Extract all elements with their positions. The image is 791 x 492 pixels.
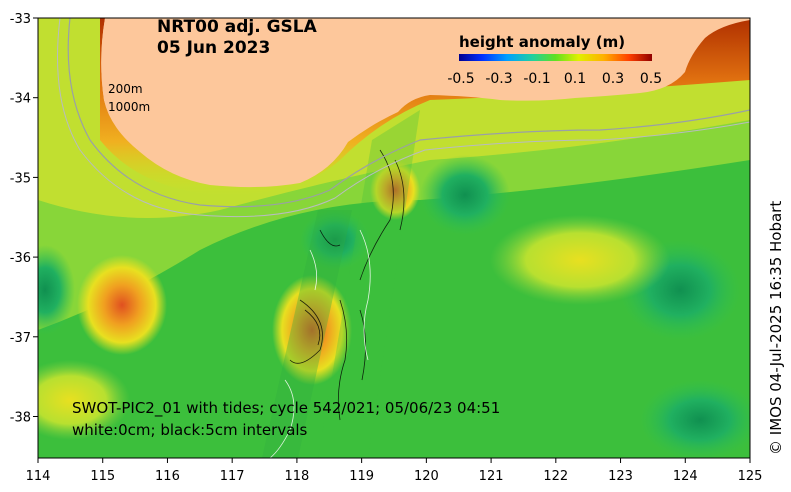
y-tick-label: -34	[10, 92, 31, 107]
colorbar-gradient	[459, 54, 652, 61]
x-tick-label: 119	[349, 469, 374, 484]
x-tick-label: 116	[155, 469, 180, 484]
x-tick-label: 115	[90, 469, 115, 484]
yellow-ridge-east	[490, 215, 670, 305]
swot-note-line2: white:0cm; black:5cm intervals	[72, 421, 308, 439]
y-tick-label: -37	[10, 331, 31, 346]
colorbar-tick-label: -0.5	[447, 71, 474, 87]
x-tick-label: 124	[673, 469, 698, 484]
swot-swath	[262, 110, 420, 458]
map-plot-area	[38, 18, 750, 458]
x-tick-label: 120	[414, 469, 439, 484]
cold-eddy-west	[38, 245, 75, 335]
y-tick-label: -36	[10, 251, 31, 266]
x-tick-label: 117	[220, 469, 245, 484]
y-tick-label: -38	[10, 411, 31, 426]
x-tick-label: 121	[479, 469, 504, 484]
map-title-line2: 05 Jun 2023	[157, 38, 270, 58]
y-tick-label: -33	[10, 12, 31, 27]
colorbar-tick-label: 0.3	[602, 71, 624, 87]
warm-eddy-swath	[272, 275, 352, 385]
isobath-label-200m: 200m	[108, 82, 143, 96]
x-tick-label: 114	[26, 469, 51, 484]
x-tick-label: 125	[738, 469, 763, 484]
swot-note-line1: SWOT-PIC2_01 with tides; cycle 542/021; …	[72, 399, 500, 418]
cold-eddy-south	[640, 380, 750, 458]
x-tick-label: 122	[543, 469, 568, 484]
x-tick-label: 123	[608, 469, 633, 484]
y-tick-label: -35	[10, 171, 31, 186]
x-tick-label: 118	[284, 469, 309, 484]
warm-eddy-coast	[370, 160, 420, 220]
map-title-line1: NRT00 adj. GSLA	[157, 17, 318, 37]
colorbar-title: height anomaly (m)	[459, 33, 625, 51]
cold-eddy-swath	[300, 210, 370, 270]
colorbar-tick-label: -0.1	[523, 71, 550, 87]
yellow-ridge-south	[38, 360, 130, 440]
colorbar-tick-label: 0.1	[564, 71, 586, 87]
y-axis: -33 -34 -35 -36 -37 -38	[10, 12, 38, 426]
isobath-label-1000m: 1000m	[108, 100, 150, 114]
isobath-1000m	[57, 18, 750, 218]
colorbar-ticks: -0.5 -0.3 -0.1 0.1 0.3 0.5	[447, 71, 662, 87]
colorbar: height anomaly (m) -0.5 -0.3 -0.1 0.1 0.3 0.5	[447, 33, 662, 87]
isobath-200m	[67, 18, 750, 208]
x-axis: 114 115 116 117 118 119 120 121 122 123 124 125	[26, 458, 763, 484]
colorbar-tick-label: -0.3	[485, 71, 512, 87]
imos-credit: © IMOS 04-Jul-2025 16:35 Hobart	[767, 201, 785, 455]
cold-eddy-center	[420, 155, 510, 235]
colorbar-tick-label: 0.5	[640, 71, 662, 87]
warm-eddy-west	[77, 255, 167, 355]
plot-frame	[37, 17, 751, 459]
